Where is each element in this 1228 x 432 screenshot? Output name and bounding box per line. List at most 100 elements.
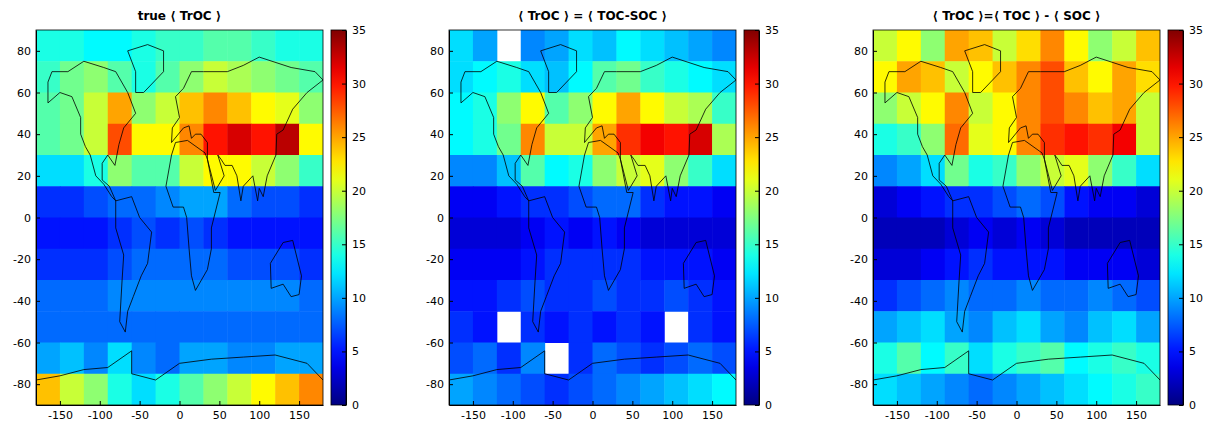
tick-mark — [1179, 298, 1183, 299]
cell — [108, 30, 132, 62]
cell — [569, 249, 593, 281]
tick-label: 0 — [1189, 399, 1196, 412]
cell — [156, 93, 180, 125]
cell — [664, 280, 688, 312]
tick-mark — [873, 259, 877, 260]
cell — [180, 30, 204, 62]
tick-label: 25 — [1189, 131, 1203, 144]
tick: -50 — [544, 401, 562, 422]
cell — [521, 343, 545, 375]
cell — [275, 374, 299, 405]
coastline — [128, 45, 164, 93]
cell — [921, 374, 945, 405]
cell — [1088, 249, 1112, 281]
cell — [640, 374, 664, 405]
cell — [299, 155, 323, 187]
cell — [969, 343, 993, 375]
plot-background — [36, 30, 323, 405]
cell — [616, 186, 640, 218]
cell — [203, 249, 227, 281]
cell — [227, 124, 251, 156]
cell — [84, 186, 108, 218]
tick-label: -40 — [13, 295, 31, 308]
tick: -150 — [461, 401, 486, 422]
cell — [180, 374, 204, 405]
cell — [1112, 124, 1136, 156]
cell — [108, 280, 132, 312]
tick-mark — [36, 343, 40, 344]
tick-label: 40 — [17, 128, 31, 141]
cell — [1064, 61, 1088, 93]
cell — [1017, 218, 1041, 250]
cell — [545, 155, 569, 187]
cell — [473, 61, 497, 93]
tick-mark — [755, 244, 759, 245]
cell — [275, 155, 299, 187]
cell — [473, 155, 497, 187]
cell — [569, 311, 593, 343]
cell — [993, 311, 1017, 343]
tick-mark — [1179, 191, 1183, 192]
cell — [299, 311, 323, 343]
cell — [84, 30, 108, 62]
cell — [664, 343, 688, 375]
cell — [60, 155, 84, 187]
cell — [873, 155, 897, 187]
cell — [969, 311, 993, 343]
cell — [36, 155, 60, 187]
tick: 5 — [1179, 345, 1196, 358]
tick-mark — [755, 351, 759, 352]
cell — [1064, 155, 1088, 187]
cell — [227, 218, 251, 250]
cell — [897, 61, 921, 93]
cell — [1017, 30, 1041, 62]
tick-mark — [1056, 401, 1057, 405]
cell — [449, 155, 473, 187]
panel: -150-100-50050100150-80-60-40-2002040608… — [850, 9, 1203, 422]
cell — [251, 374, 275, 405]
tick: 150 — [702, 401, 723, 422]
tick-label: 100 — [249, 409, 270, 422]
cell — [616, 374, 640, 405]
cell — [449, 124, 473, 156]
cell — [521, 249, 545, 281]
tick-mark — [873, 134, 877, 135]
tick-label: -40 — [426, 295, 444, 308]
figure: -150-100-50050100150-80-60-40-2002040608… — [0, 0, 1228, 432]
cell — [873, 311, 897, 343]
cell — [1040, 93, 1064, 125]
tick: 80 — [430, 45, 453, 58]
tick-mark — [100, 401, 101, 405]
tick: 25 — [342, 131, 366, 144]
cell — [640, 93, 664, 125]
cell — [640, 249, 664, 281]
tick-mark — [672, 401, 673, 405]
cell — [473, 186, 497, 218]
tick: 5 — [755, 345, 772, 358]
tick: 60 — [854, 87, 877, 100]
tick-label: 25 — [765, 131, 779, 144]
cell — [1088, 155, 1112, 187]
cell — [1017, 186, 1041, 218]
cell — [449, 186, 473, 218]
cell — [1136, 155, 1160, 187]
cell — [921, 30, 945, 62]
cell — [1017, 280, 1041, 312]
cell — [473, 249, 497, 281]
tick: 100 — [662, 401, 683, 422]
cell — [1040, 280, 1064, 312]
cell — [227, 374, 251, 405]
cell — [569, 30, 593, 62]
cell — [712, 124, 736, 156]
tick-label: -100 — [501, 409, 526, 422]
cells — [36, 30, 323, 405]
tick-mark — [449, 384, 453, 385]
tick-mark — [1096, 401, 1097, 405]
tick-mark — [342, 191, 346, 192]
cell — [712, 218, 736, 250]
tick-label: 10 — [352, 292, 366, 305]
cell — [251, 61, 275, 93]
tick-label: -50 — [544, 409, 562, 422]
cell — [712, 155, 736, 187]
cell — [640, 61, 664, 93]
